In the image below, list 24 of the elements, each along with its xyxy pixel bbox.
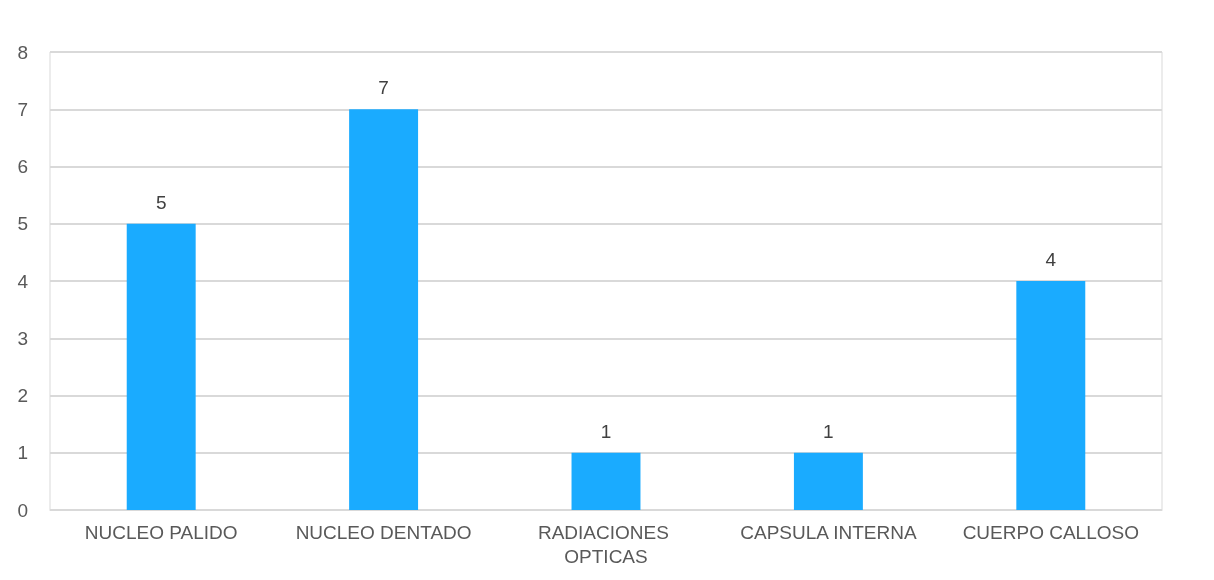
y-tick-label: 7 [17,98,28,120]
x-tick-label: RADIACIONES OPTICAS [537,521,675,567]
y-tick-label: 0 [17,499,28,521]
y-tick-label: 1 [17,442,28,464]
y-tick-label: 6 [17,156,28,177]
x-tick-label: NUCLEO DENTADO [295,521,472,543]
data-label: 1 [823,420,834,442]
y-tick-label: 2 [17,385,28,406]
x-tick-label: CUERPO CALLOSO [962,521,1139,543]
bar [349,109,419,510]
data-label: 4 [1045,249,1057,270]
data-label: 7 [378,77,389,99]
y-tick-label: 5 [17,213,28,235]
bar [126,223,196,510]
x-tick-label: CAPSULA INTERNA [740,521,917,543]
bar [793,452,863,510]
y-tick-label: 3 [17,327,28,349]
bar [571,452,641,510]
x-tick-label: NUCLEO PALIDO [84,521,238,543]
data-label: 1 [600,420,612,442]
y-tick-label: 4 [17,270,29,292]
data-label: 5 [155,191,167,213]
bar [1016,281,1086,510]
y-tick-label: 8 [17,41,28,63]
